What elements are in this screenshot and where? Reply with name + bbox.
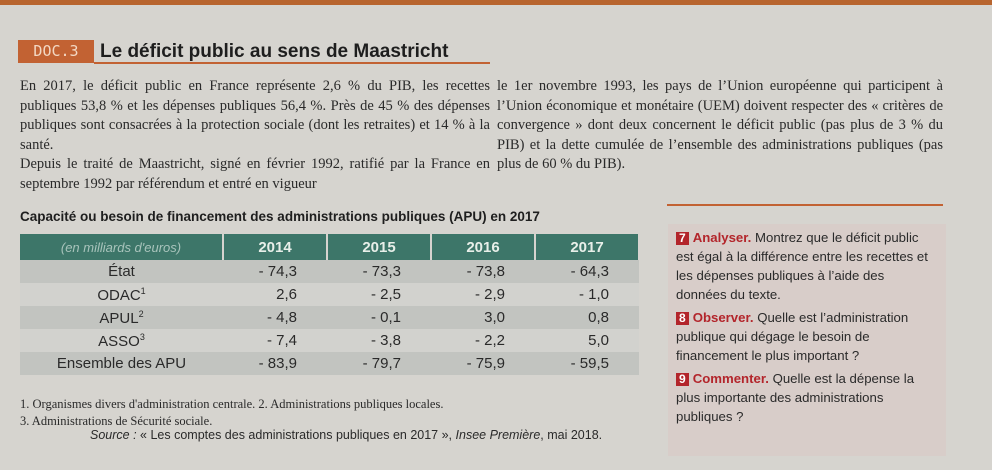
footnotes: 1. Organismes divers d'administration ce…	[20, 396, 443, 430]
row-label: ASSO3	[20, 329, 223, 352]
paragraph: En 2017, le déficit public en France rep…	[20, 78, 490, 153]
row-label-text: Ensemble des APU	[56, 355, 187, 372]
paragraph: Depuis le traité de Maastricht, signé en…	[20, 156, 490, 192]
footnote: 1. Organismes divers d'administration ce…	[20, 397, 444, 411]
question-verb: Analyser.	[692, 230, 752, 245]
row-label-text: ODAC	[97, 286, 141, 304]
table-cell: - 64,3	[535, 260, 639, 283]
row-label-text: ASSO	[98, 332, 140, 350]
source-label: Source :	[90, 428, 137, 442]
question-number: 9	[676, 373, 689, 386]
table-cell: - 83,9	[223, 352, 327, 375]
title-underline	[94, 62, 490, 64]
table-title: Capacité ou besoin de financement des ad…	[20, 209, 540, 224]
row-label-text: État	[108, 263, 135, 280]
question-7: 7 Analyser. Montrez que le déficit public…	[676, 228, 938, 304]
source-text: « Les comptes des administrations publiq…	[136, 428, 456, 442]
row-label-text: APUL	[99, 309, 139, 327]
table-cell: - 73,3	[327, 260, 431, 283]
table-cell: - 1,0	[535, 283, 639, 306]
row-label: État	[20, 260, 223, 283]
table-cell: 5,0	[535, 329, 639, 352]
footnote-ref: 1	[140, 285, 146, 296]
table-cell: - 2,5	[327, 283, 431, 306]
table-cell: - 73,8	[431, 260, 535, 283]
table-cell: 0,8	[535, 306, 639, 329]
table-row: État - 74,3- 73,3- 73,8- 64,3	[20, 260, 639, 283]
source-line: Source : « Les comptes des administratio…	[90, 428, 602, 442]
question-number: 8	[676, 312, 689, 325]
source-date: , mai 2018.	[540, 428, 603, 442]
year-header: 2014	[223, 234, 328, 260]
table-cell: - 59,5	[535, 352, 639, 375]
unit-header: (en milliards d'euros)	[20, 234, 224, 260]
table-cell: 2,6	[223, 283, 327, 306]
footnote: 3. Administrations de Sécurité sociale.	[20, 414, 213, 428]
table-row: Ensemble des APU - 83,9- 79,7- 75,9- 59,5	[20, 352, 639, 375]
question-text: Quelle est la dépense la plus importante…	[676, 371, 915, 424]
table-cell: - 4,8	[223, 306, 327, 329]
table-cell: - 75,9	[431, 352, 535, 375]
question-number: 7	[676, 232, 689, 245]
year-header: 2016	[431, 234, 536, 260]
divider	[667, 204, 943, 206]
row-label: ODAC1	[20, 283, 223, 306]
row-label: Ensemble des APU	[20, 352, 223, 375]
question-verb: Observer.	[692, 310, 754, 325]
year-header: 2015	[327, 234, 432, 260]
table-cell: - 3,8	[327, 329, 431, 352]
table-cell: - 74,3	[223, 260, 327, 283]
table-cell: - 2,2	[431, 329, 535, 352]
financing-table: (en milliards d'euros) 2014 2015 2016 20…	[20, 234, 640, 375]
table-cell: - 7,4	[223, 329, 327, 352]
table-row: APUL2- 4,8- 0,1 3,0 0,8	[20, 306, 639, 329]
questions-box: 7 Analyser. Montrez que le déficit public…	[668, 224, 946, 456]
paragraph: le 1er novembre 1993, les pays de l’Unio…	[497, 78, 943, 172]
year-header: 2017	[535, 234, 640, 260]
source-publication: Insee Première	[455, 428, 541, 442]
question-8: 8 Observer. Quelle est l’administration p…	[676, 308, 938, 365]
question-9: 9 Commenter. Quelle est la dépense la plu…	[676, 369, 938, 426]
table-row: ASSO3- 7,4- 3,8- 2,2 5,0	[20, 329, 639, 352]
text-column-left: En 2017, le déficit public en France rep…	[20, 77, 490, 194]
table-cell: 3,0	[431, 306, 535, 329]
question-verb: Commenter.	[692, 371, 769, 386]
table-cell: - 2,9	[431, 283, 535, 306]
footnote-ref: 3	[139, 331, 145, 342]
table-cell: - 79,7	[327, 352, 431, 375]
page-top-strip	[0, 0, 992, 5]
question-text: Montrez que le déficit public est égal à…	[676, 230, 928, 302]
question-text: Quelle est l’administration publique qui…	[676, 310, 909, 363]
row-label: APUL2	[20, 306, 223, 329]
doc-badge: DOC.3	[18, 40, 94, 63]
doc-title: Le déficit public au sens de Maastricht	[100, 41, 449, 62]
table-row: ODAC1 2,6- 2,5- 2,9- 1,0	[20, 283, 639, 306]
text-column-right: le 1er novembre 1993, les pays de l’Unio…	[497, 77, 943, 175]
table-cell: - 0,1	[327, 306, 431, 329]
table-header-row: (en milliards d'euros) 2014 2015 2016 20…	[20, 234, 640, 260]
footnote-ref: 2	[138, 308, 144, 319]
